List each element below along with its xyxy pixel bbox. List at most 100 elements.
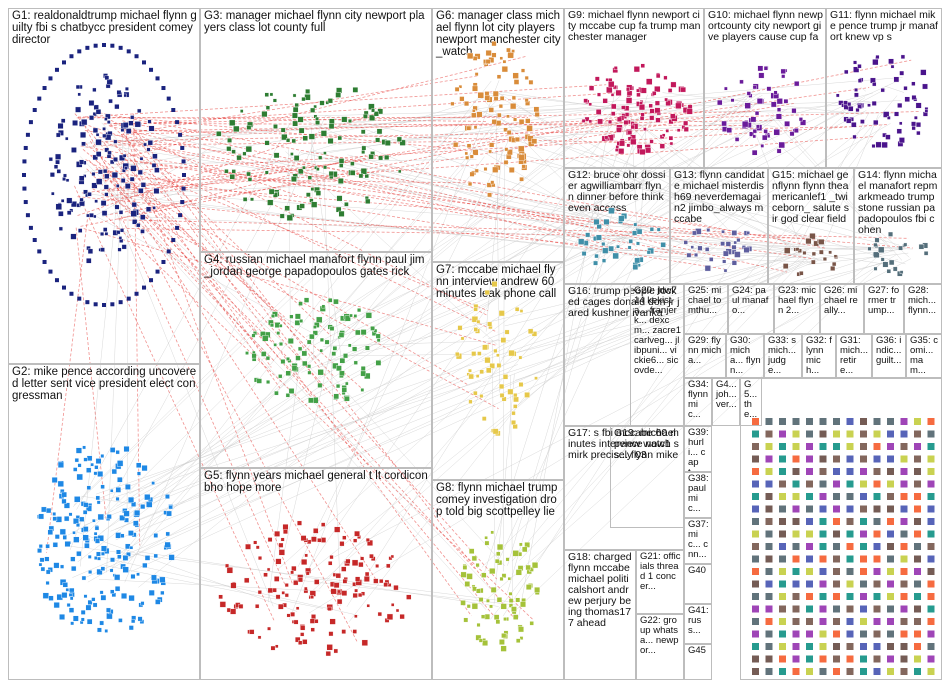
cluster-label: G34: flynn mic... bbox=[688, 379, 712, 420]
cluster-label: G39: hurli... capt... bbox=[688, 427, 709, 472]
cluster-G41[interactable]: G41: russ... bbox=[684, 604, 712, 644]
edge bbox=[104, 565, 323, 609]
edge bbox=[267, 366, 300, 603]
edge bbox=[329, 247, 796, 362]
edge bbox=[288, 149, 291, 332]
edge bbox=[309, 254, 897, 614]
edge bbox=[285, 151, 498, 345]
cluster-label: G4: russian michael manafort flynn paul … bbox=[204, 254, 425, 278]
edge bbox=[129, 88, 886, 495]
edge bbox=[319, 89, 755, 590]
cluster-G35[interactable]: G35: comi... mam... bbox=[906, 334, 942, 378]
cluster-label: G6: manager class michael flynn lot city… bbox=[436, 10, 561, 58]
cluster-G24[interactable]: G24: paul manafo... bbox=[728, 284, 774, 334]
edge bbox=[338, 166, 630, 226]
mention-edge bbox=[80, 59, 912, 227]
cluster-G34[interactable]: G34: flynn mic... bbox=[684, 378, 712, 426]
mention-edge bbox=[122, 120, 788, 273]
cluster-G15[interactable]: G15: michael genflynn flynn theamericanl… bbox=[768, 168, 854, 284]
cluster-G1[interactable]: G1: realdonaldtrump michael flynn guilty… bbox=[8, 8, 200, 364]
cluster-G11[interactable]: G11: flynn michael mike pence trump jr m… bbox=[826, 8, 942, 168]
cluster-G6[interactable]: G6: manager class michael flynn lot city… bbox=[432, 8, 564, 262]
cluster-G45[interactable]: G45 bbox=[684, 644, 712, 680]
cluster-G18[interactable]: G18: charged flynn mccabe michael politi… bbox=[564, 550, 636, 680]
cluster-G33[interactable]: G33: s mich... judge... bbox=[764, 334, 802, 378]
edge bbox=[310, 133, 342, 362]
edge bbox=[137, 551, 499, 607]
edge bbox=[519, 255, 808, 561]
cluster-G7[interactable]: G7: mccabe michael flynn interview andre… bbox=[432, 262, 564, 480]
cluster-G28[interactable]: G28: mich... flynn... bbox=[904, 284, 942, 334]
edge bbox=[795, 112, 870, 252]
mention-edge bbox=[97, 177, 483, 184]
cluster-label: G5: flynn years michael general t lt cor… bbox=[204, 470, 431, 494]
cluster-G39[interactable]: G39: hurli... capt... bbox=[684, 426, 712, 472]
mention-edge bbox=[109, 125, 604, 244]
cluster-G31[interactable]: G31: mich... retire... bbox=[836, 334, 872, 378]
mention-edge bbox=[121, 160, 498, 580]
edge bbox=[312, 150, 709, 262]
edge bbox=[78, 341, 281, 542]
cluster-label: G12: bruce ohr dossier agwilliambarr fly… bbox=[568, 169, 667, 214]
cluster-G26[interactable]: G26: michael really... bbox=[820, 284, 864, 334]
edge bbox=[83, 251, 801, 526]
cluster-G27[interactable]: G27: former trump... bbox=[864, 284, 904, 334]
mention-edge bbox=[128, 75, 480, 134]
cluster-G29[interactable]: G29: flynn micha... bbox=[684, 334, 726, 378]
edge bbox=[123, 350, 316, 557]
mention-edge bbox=[100, 170, 287, 588]
cluster-G22[interactable]: G22: group whatsa... newpor... bbox=[636, 614, 684, 680]
cluster-G13[interactable]: G13: flynn candidate michael misterdish6… bbox=[670, 168, 768, 284]
cluster-G2[interactable]: G2: mike pence according uncovered lette… bbox=[8, 364, 200, 680]
mention-edge bbox=[86, 168, 276, 363]
edge bbox=[611, 236, 913, 250]
cluster-G5[interactable]: G5: flynn years michael general t lt cor… bbox=[200, 468, 432, 680]
cluster-G20[interactable]: G20: jdw714 kekista... franjerk... dexcm… bbox=[630, 284, 684, 426]
cluster-G25[interactable]: G25: michael tomthu... bbox=[684, 284, 728, 334]
mention-edge bbox=[129, 55, 527, 157]
edge bbox=[114, 364, 518, 530]
edge bbox=[510, 375, 513, 606]
edge bbox=[339, 170, 604, 251]
edge bbox=[112, 122, 334, 177]
cluster-G17[interactable]: G17: s fbi mccabe 60 minutes interview w… bbox=[564, 426, 684, 550]
cluster-G8[interactable]: G8: flynn michael trump comey investigat… bbox=[432, 480, 564, 680]
edge bbox=[98, 579, 321, 592]
cluster-G12[interactable]: G12: bruce ohr dossier agwilliambarr fly… bbox=[564, 168, 670, 284]
cluster-label: G19: michael pence now1s... flynn mike bbox=[614, 427, 679, 461]
edge bbox=[128, 95, 621, 519]
cluster-G21[interactable]: G21: officials thread 1 concer... bbox=[636, 550, 684, 614]
cluster-G16[interactable]: G16: trump people locked cages donald do… bbox=[564, 284, 684, 426]
edge bbox=[110, 260, 804, 532]
edge bbox=[90, 193, 703, 262]
mention-edge bbox=[75, 227, 107, 520]
cluster-G36[interactable]: G36: indic... guilt... bbox=[872, 334, 906, 378]
cluster-G32[interactable]: G32: flynn mich... bbox=[802, 334, 836, 378]
edge bbox=[100, 188, 632, 228]
mention-edge bbox=[83, 123, 299, 196]
cluster-G4[interactable]: G4: russian michael manafort flynn paul … bbox=[200, 252, 432, 468]
edge bbox=[309, 99, 862, 594]
edge bbox=[282, 329, 336, 557]
cluster-G3[interactable]: G3: manager michael flynn city newport p… bbox=[200, 8, 432, 252]
cluster-G40[interactable]: G40 bbox=[684, 564, 712, 604]
cluster-G30[interactable]: G30: micha... flynn... bbox=[726, 334, 764, 378]
cluster-G9[interactable]: G9: michael flynn newport city mccabe cu… bbox=[564, 8, 704, 168]
edge bbox=[348, 250, 639, 623]
cluster-G38[interactable]: G38: paul mic... bbox=[684, 472, 712, 518]
cluster-label: G24: paul manafo... bbox=[732, 285, 769, 316]
edge bbox=[349, 113, 661, 347]
cluster-G10[interactable]: G10: michael flynn newportcounty city ne… bbox=[704, 8, 826, 168]
edge bbox=[96, 248, 808, 495]
edge bbox=[122, 215, 892, 252]
edge bbox=[70, 546, 509, 602]
cluster-label: G4... joh... ver... bbox=[716, 379, 740, 410]
edge bbox=[481, 242, 718, 360]
mention-edge bbox=[125, 154, 334, 376]
cluster-G37[interactable]: G37: mic... cnn... bbox=[684, 518, 712, 564]
cluster-G4-small[interactable]: G4... joh... ver... bbox=[712, 378, 740, 426]
mention-edge bbox=[77, 196, 697, 256]
cluster-G14[interactable]: G14: flynn michael manafort repmarkmeado… bbox=[854, 168, 942, 284]
cluster-G23[interactable]: G23: michael flynn 2... bbox=[774, 284, 820, 334]
edge bbox=[502, 259, 734, 617]
